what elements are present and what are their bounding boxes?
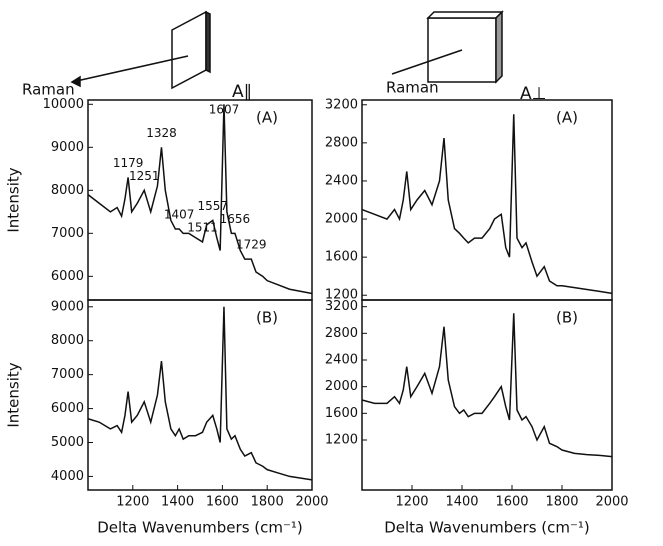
y-tick-label: 2400 — [325, 173, 358, 188]
peak-annotation: 1557 — [197, 199, 228, 213]
illustration-label: Raman — [386, 79, 439, 97]
spectrum-line — [361, 313, 613, 458]
plot-frame — [361, 99, 613, 301]
x-tick-label: 1400 — [161, 495, 194, 510]
y-tick-label: 1200 — [325, 288, 358, 303]
y-axis-label: Intensity — [5, 362, 23, 427]
y-tick-label: 3200 — [325, 97, 358, 112]
spectrum-line — [87, 306, 313, 481]
y-tick-label: 7000 — [51, 367, 84, 382]
peak-annotation: 1607 — [209, 103, 240, 117]
x-tick-label: 1800 — [251, 495, 284, 510]
x-tick-label: 1800 — [545, 495, 578, 510]
y-tick-label: 1200 — [325, 433, 358, 448]
peak-annotation: 1511 — [187, 220, 218, 234]
y-tick-label: 10000 — [43, 97, 84, 112]
y-tick-label: 8000 — [51, 183, 84, 198]
y-tick-label: 6000 — [51, 269, 84, 284]
y-tick-label: 2800 — [325, 135, 358, 150]
y-axis-label: Intensity — [5, 167, 23, 232]
x-tick-label: 2000 — [595, 495, 628, 510]
y-tick-label: 8000 — [51, 333, 84, 348]
peak-annotation: 1251 — [129, 169, 160, 183]
x-axis-label: Delta Wavenumbers (cm⁻¹) — [384, 519, 590, 537]
illustration-caption: A∥ — [232, 82, 252, 102]
x-tick-label: 1600 — [495, 495, 528, 510]
y-tick-label: 2000 — [325, 212, 358, 227]
y-tick-label: 2800 — [325, 326, 358, 341]
plot-frame — [361, 299, 613, 491]
sample-illustration — [70, 10, 504, 90]
panel-label: (A) — [556, 109, 578, 127]
y-tick-label: 7000 — [51, 226, 84, 241]
y-tick-label: 2000 — [325, 379, 358, 394]
spectrum-line — [87, 104, 313, 295]
y-tick-label: 1600 — [325, 406, 358, 421]
peak-annotation: 1656 — [220, 212, 251, 226]
y-tick-label: 1600 — [325, 250, 358, 265]
y-tick-label: 9000 — [51, 299, 84, 314]
y-tick-label: 6000 — [51, 401, 84, 416]
x-tick-label: 1600 — [206, 495, 239, 510]
x-tick-label: 1400 — [445, 495, 478, 510]
peak-annotation: 1407 — [164, 208, 195, 222]
illustration-label: Raman — [22, 81, 75, 99]
peak-annotation: 1328 — [146, 126, 177, 140]
panel-label: (B) — [256, 309, 278, 327]
x-tick-label: 2000 — [295, 495, 328, 510]
y-tick-label: 4000 — [51, 469, 84, 484]
x-axis-label: Delta Wavenumbers (cm⁻¹) — [97, 519, 303, 537]
x-tick-label: 1200 — [116, 495, 149, 510]
peak-annotation: 1179 — [113, 156, 144, 170]
illustration-caption: A⊥ — [520, 84, 546, 104]
y-tick-label: 9000 — [51, 140, 84, 155]
y-tick-label: 2400 — [325, 353, 358, 368]
panel-label: (A) — [256, 109, 278, 127]
spectrum-line — [361, 114, 613, 295]
plot-frame — [87, 299, 313, 491]
peak-annotation: 1729 — [236, 238, 267, 252]
y-tick-label: 5000 — [51, 435, 84, 450]
panel-label: (B) — [556, 309, 578, 327]
y-tick-label: 3200 — [325, 299, 358, 314]
x-tick-label: 1200 — [395, 495, 428, 510]
